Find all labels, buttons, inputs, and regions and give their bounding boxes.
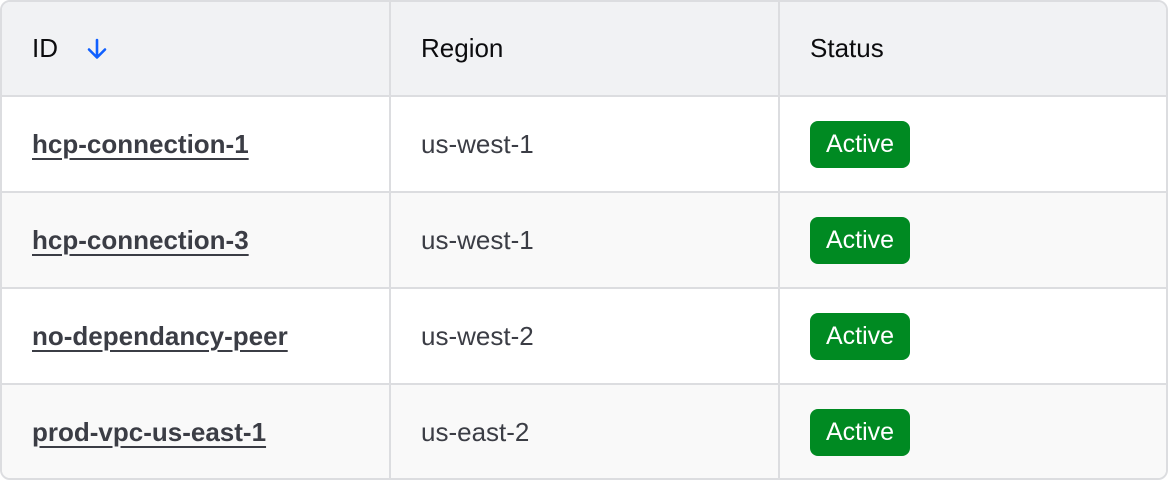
id-cell: hcp-connection-1 [2, 97, 391, 191]
status-cell: Active [780, 193, 1166, 287]
id-cell: prod-vpc-us-east-1 [2, 385, 391, 478]
id-cell: no-dependancy-peer [2, 289, 391, 383]
status-cell: Active [780, 385, 1166, 478]
table-row: hcp-connection-1 us-west-1 Active [2, 97, 1166, 193]
column-header-region-label: Region [421, 33, 504, 63]
column-header-status: Status [780, 2, 1166, 95]
table-row: no-dependancy-peer us-west-2 Active [2, 289, 1166, 385]
region-cell: us-west-2 [391, 289, 780, 383]
status-badge: Active [810, 120, 911, 168]
status-badge: Active [810, 216, 911, 264]
column-header-status-label: Status [810, 33, 884, 63]
status-cell: Active [780, 289, 1166, 383]
arrow-down-icon[interactable] [86, 37, 108, 61]
region-value: us-east-2 [421, 416, 530, 447]
region-value: us-west-2 [421, 320, 534, 351]
connection-id-link[interactable]: prod-vpc-us-east-1 [32, 416, 267, 447]
status-badge: Active [810, 408, 911, 456]
connection-id-link[interactable]: hcp-connection-1 [32, 128, 249, 159]
table-row: hcp-connection-3 us-west-1 Active [2, 193, 1166, 289]
column-header-region: Region [391, 2, 780, 95]
region-cell: us-west-1 [391, 97, 780, 191]
status-badge: Active [810, 312, 911, 360]
region-cell: us-east-2 [391, 385, 780, 478]
table-row: prod-vpc-us-east-1 us-east-2 Active [2, 385, 1166, 478]
column-header-id-label: ID [32, 33, 58, 63]
id-cell: hcp-connection-3 [2, 193, 391, 287]
region-value: us-west-1 [421, 128, 534, 159]
status-cell: Active [780, 97, 1166, 191]
table-header: ID Region Status [2, 2, 1166, 97]
connection-id-link[interactable]: hcp-connection-3 [32, 224, 249, 255]
region-cell: us-west-1 [391, 193, 780, 287]
connection-id-link[interactable]: no-dependancy-peer [32, 320, 288, 351]
column-header-id[interactable]: ID [2, 2, 391, 95]
region-value: us-west-1 [421, 224, 534, 255]
